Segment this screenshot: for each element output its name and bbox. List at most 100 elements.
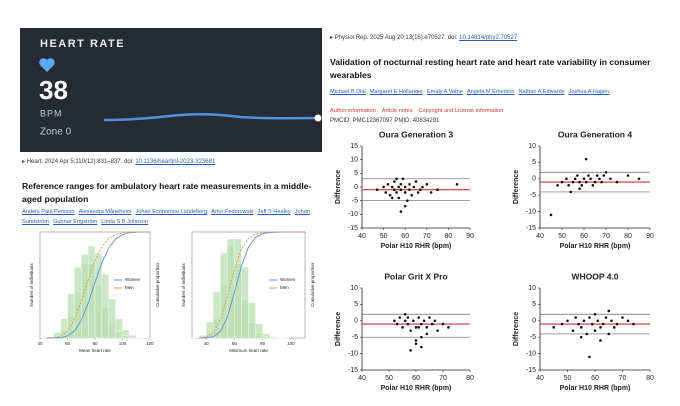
y2-axis-label: Cumulative proportion [310, 262, 315, 307]
data-point [403, 319, 407, 323]
heart-rate-unit: BPM [40, 108, 63, 118]
data-point [433, 319, 437, 323]
zone-label: Zone 0 [40, 127, 72, 138]
data-point [590, 322, 594, 326]
legend-label: Men [280, 285, 289, 290]
x-tick-label: 100 [119, 341, 127, 346]
data-point [588, 316, 591, 319]
histogram-bar [234, 263, 242, 339]
data-point [416, 191, 420, 194]
data-point [401, 326, 404, 329]
doi-link[interactable]: 10.14814/phy2.70527 [459, 35, 518, 41]
data-point [615, 322, 619, 326]
author[interactable]: Angela M Emerson [466, 89, 515, 95]
author[interactable]: Margaret E Hollander [369, 89, 423, 95]
x-tick-label: 70 [439, 375, 447, 382]
data-point [573, 177, 577, 181]
data-point [632, 322, 635, 326]
info-link[interactable]: Copyright and License information [418, 108, 504, 114]
data-point [417, 316, 421, 319]
data-point [593, 329, 597, 332]
y-tick-label: -15 [526, 367, 536, 374]
y-tick-label: 10 [350, 157, 358, 164]
y-tick-label: -15 [348, 225, 358, 232]
data-point [447, 326, 450, 329]
info-link[interactable]: Author information [330, 108, 376, 114]
data-point [569, 190, 573, 194]
x-axis-label: Mean heart rate [79, 348, 111, 353]
data-point [584, 157, 588, 161]
article2-ids: PMCID: PMC12367097 PMID: 40834291 [330, 118, 440, 124]
data-point [579, 335, 583, 339]
author[interactable]: Gunnar Engström [53, 219, 98, 225]
y-tick-label: 5 [532, 301, 536, 308]
y-tick-label: -10 [348, 350, 358, 357]
histogram-bar [101, 306, 109, 339]
x-axis-label: Polar H10 RHR (bpm) [560, 243, 631, 250]
article1-authors: Anders Paul Persson Alexandra Måneheim Joh… [22, 207, 327, 227]
widget-graphic: HEART RATE 38 BPM Zone 0 [39, 38, 322, 138]
data-point [388, 193, 392, 197]
author[interactable]: Michael B Dial [330, 89, 366, 95]
x-tick-label: 80 [92, 341, 98, 346]
x-tick-label: 80 [260, 341, 266, 346]
x-tick-label: 60 [232, 341, 238, 346]
y-tick-label: 10 [528, 143, 536, 150]
data-point [587, 174, 590, 177]
data-point [382, 185, 385, 189]
cumulative-line [199, 231, 305, 339]
doi-link[interactable]: 10.1136/heartjnl-2023-323681 [135, 159, 216, 165]
author[interactable]: Anders Paul Persson [22, 209, 75, 215]
data-point [576, 174, 579, 177]
data-point [401, 177, 405, 181]
y-tick-label: 0 [532, 176, 536, 183]
data-point [403, 185, 407, 189]
legend-label: Women [125, 277, 141, 282]
data-point [593, 180, 597, 184]
author[interactable]: Jeff S Healey [257, 209, 291, 215]
data-point [571, 180, 575, 184]
data-point [637, 177, 641, 181]
legend-label: Men [125, 285, 134, 290]
x-tick-label: 80 [624, 233, 632, 240]
data-point [398, 316, 402, 319]
data-point [399, 188, 403, 192]
data-point [386, 182, 390, 186]
citation-text: Heart. 2024 Apr 5;110(12):831–837. doi: [26, 159, 134, 165]
heart-icon [39, 58, 55, 72]
data-point [408, 188, 411, 192]
info-link[interactable]: Article notes [381, 108, 413, 114]
data-point [580, 184, 584, 187]
data-point [425, 182, 429, 186]
data-point [600, 180, 603, 184]
data-point [393, 188, 396, 192]
cumulative-line [199, 231, 305, 339]
data-point [403, 312, 407, 316]
author[interactable]: Johan Sundström [22, 209, 310, 225]
author[interactable]: Alexandra Måneheim [78, 209, 132, 215]
author[interactable]: Nathan A Edwards [518, 89, 565, 95]
x-tick-label: 40 [204, 341, 210, 346]
data-point [626, 174, 630, 177]
author[interactable]: Emaly A Vatne [426, 89, 463, 95]
data-point [412, 185, 416, 189]
x-tick-label: 40 [358, 375, 366, 382]
x-tick-label: 50 [564, 375, 572, 382]
data-point [414, 180, 418, 183]
data-point [578, 187, 581, 190]
y-axis-label: Difference [335, 312, 342, 346]
data-point [395, 191, 398, 194]
y-tick-label: 10 [528, 285, 536, 292]
author[interactable]: Artur Fedorowski [211, 209, 254, 215]
author[interactable]: Johan Economou Lundeberg [135, 209, 208, 215]
author[interactable]: Joshua A Hagen [568, 89, 610, 95]
data-point [425, 332, 429, 336]
x-tick-label: 50 [380, 233, 388, 240]
x-tick-label: 100 [287, 341, 295, 346]
data-point [384, 191, 388, 194]
data-point [397, 185, 401, 189]
x-tick-label: 60 [401, 233, 409, 240]
data-point [430, 322, 434, 326]
author[interactable]: Linda S B Johnson [101, 219, 149, 225]
